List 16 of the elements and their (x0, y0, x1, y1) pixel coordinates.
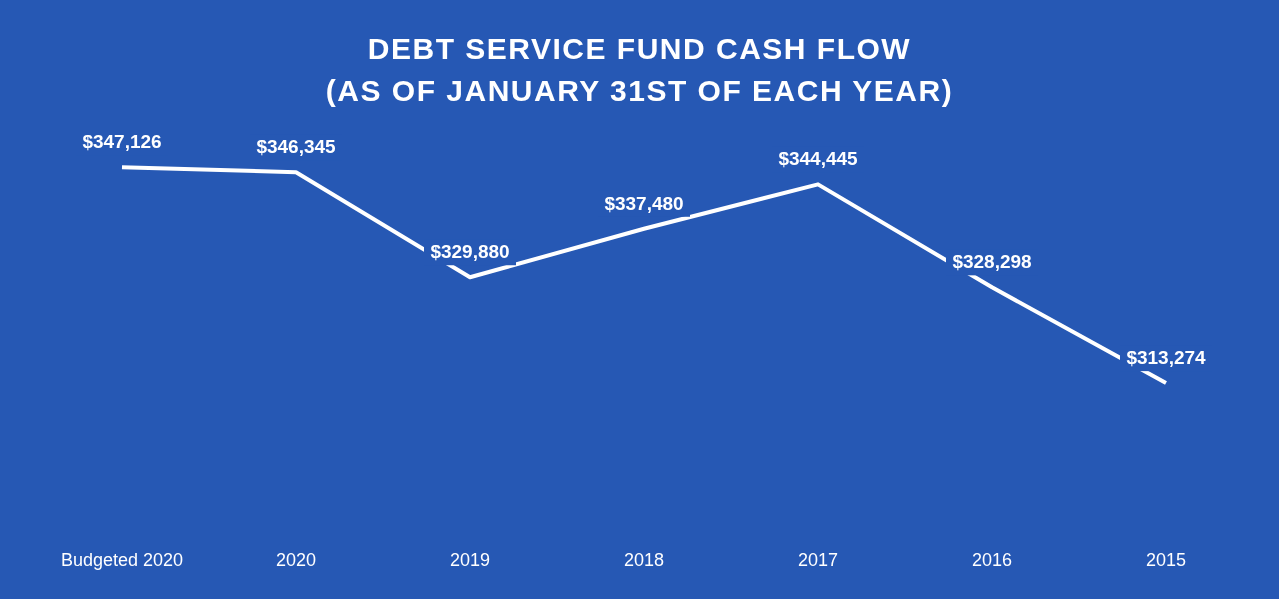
x-tick-label: 2019 (449, 549, 491, 570)
data-label: $313,274 (1126, 347, 1207, 369)
x-tick-label: 2017 (797, 549, 839, 570)
data-label: $344,445 (778, 148, 859, 170)
chart-subtitle: (AS OF JANUARY 31ST OF EACH YEAR) (324, 73, 955, 109)
x-tick-label: 2020 (275, 549, 317, 570)
data-label: $329,880 (430, 241, 510, 263)
data-label: $346,345 (256, 136, 337, 158)
chart-title: DEBT SERVICE FUND CASH FLOW (366, 31, 913, 67)
x-tick-label: 2015 (1145, 549, 1187, 570)
x-tick-label: 2016 (971, 549, 1013, 570)
data-label: $347,126 (82, 131, 162, 153)
data-label: $328,298 (952, 251, 1032, 273)
x-tick-label: Budgeted 2020 (60, 549, 184, 570)
x-tick-label: 2018 (623, 549, 665, 570)
data-label: $337,480 (604, 192, 684, 214)
